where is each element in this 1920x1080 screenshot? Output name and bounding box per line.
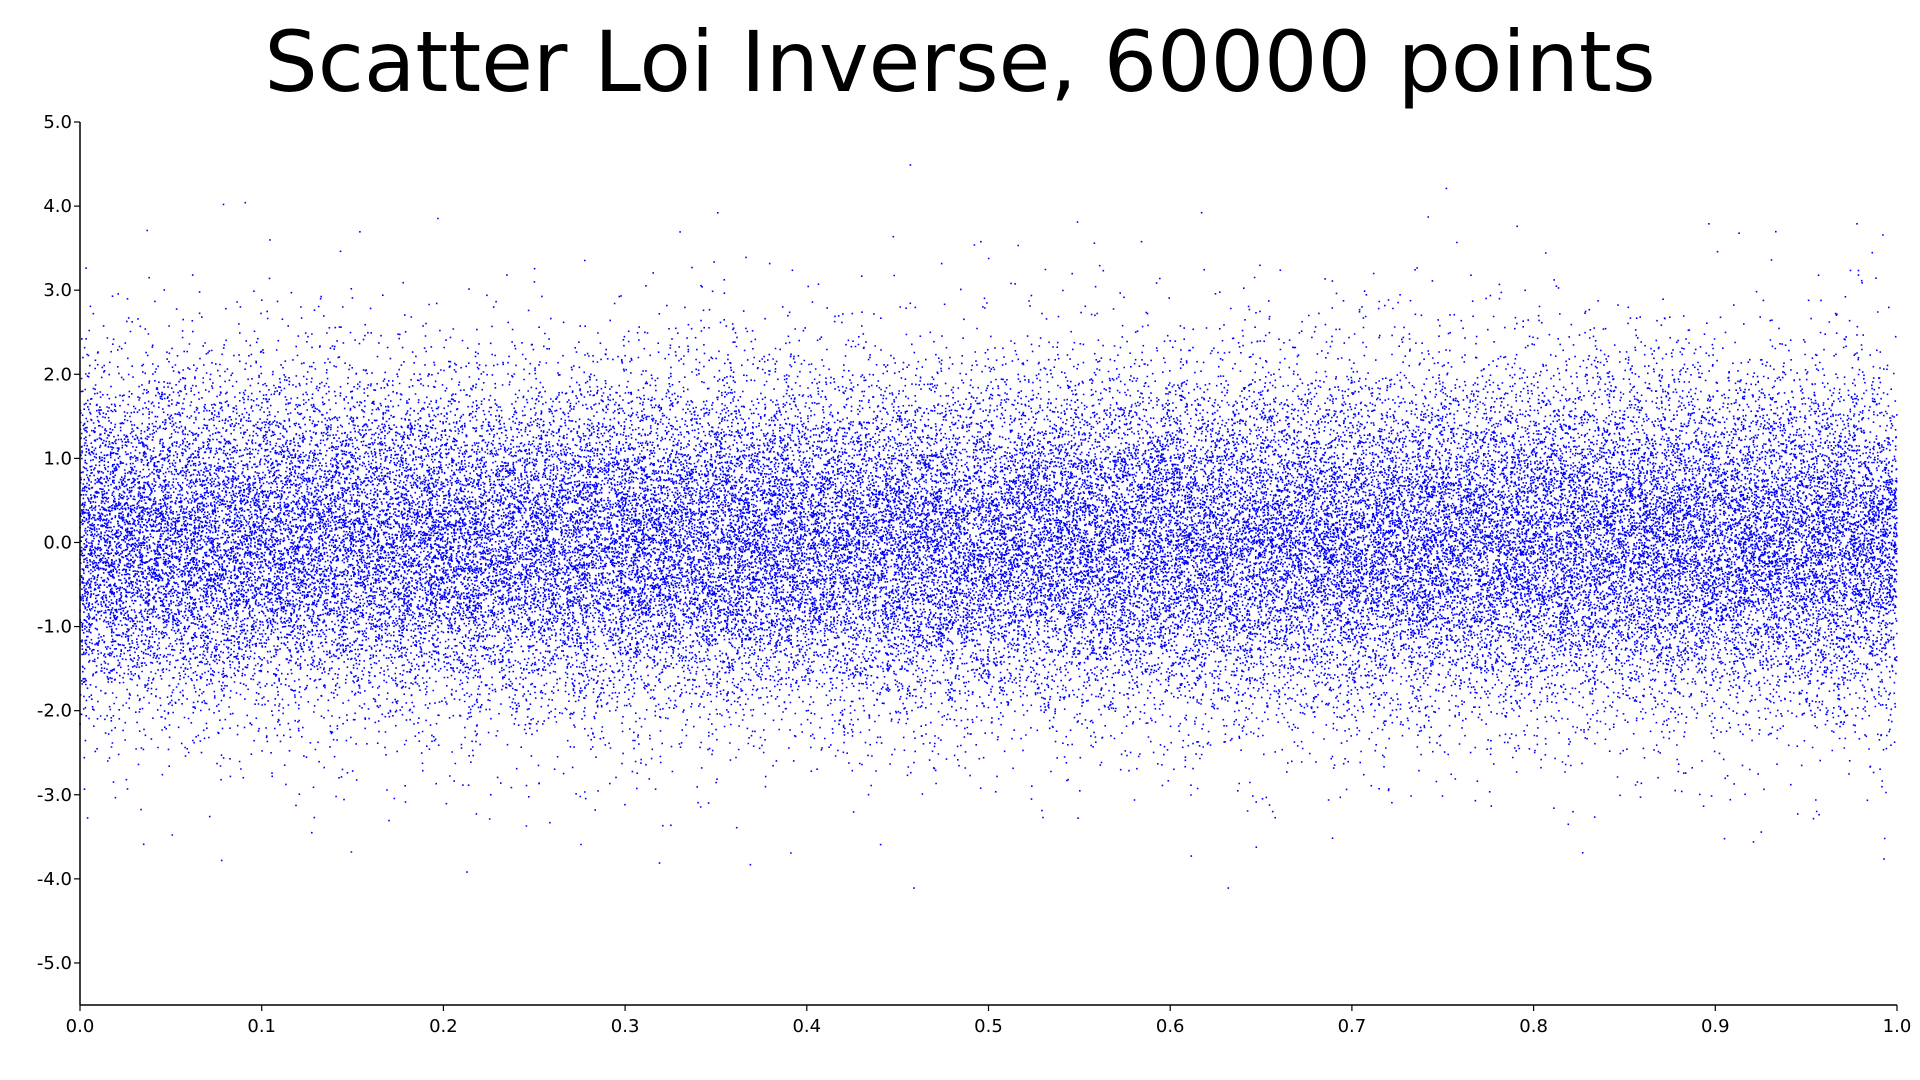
axes-layer [79,122,1897,1006]
x-tick-label: 0.6 [1156,1016,1185,1037]
x-tick-label: 0.2 [429,1016,458,1037]
x-tick-label: 0.8 [1519,1016,1548,1037]
y-tick-label: 4.0 [43,196,72,217]
y-tick-label: -4.0 [37,869,72,890]
x-tick-label: 0.3 [611,1016,640,1037]
y-tick-label: 0.0 [43,532,72,553]
scatter-points [79,164,1898,889]
y-tick-label: 5.0 [43,112,72,133]
y-tick-label: 3.0 [43,280,72,301]
x-tick-label: 0.5 [974,1016,1003,1037]
y-tick-label: -3.0 [37,785,72,806]
points-layer [79,164,1898,889]
x-tick-label: 0.9 [1701,1016,1730,1037]
chart-title: Scatter Loi Inverse, 60000 points [264,13,1656,111]
x-tick-label: 1.0 [1883,1016,1912,1037]
y-tick-label: -1.0 [37,617,72,638]
x-tick-label: 0.4 [792,1016,821,1037]
y-tick-label: -5.0 [37,953,72,974]
x-tick-label: 0.7 [1338,1016,1367,1037]
y-tick-label: 2.0 [43,364,72,385]
ticks-layer: 0.0 0.1 0.2 0.3 0.4 0.5 0.6 0.7 0.8 0.9 1.0 5.0 4.0 3… [37,112,1911,1037]
y-tick-label: 1.0 [43,448,72,469]
y-tick-label: -2.0 [37,701,72,722]
x-tick-label: 0.0 [66,1016,95,1037]
x-tick-label: 0.1 [247,1016,276,1037]
